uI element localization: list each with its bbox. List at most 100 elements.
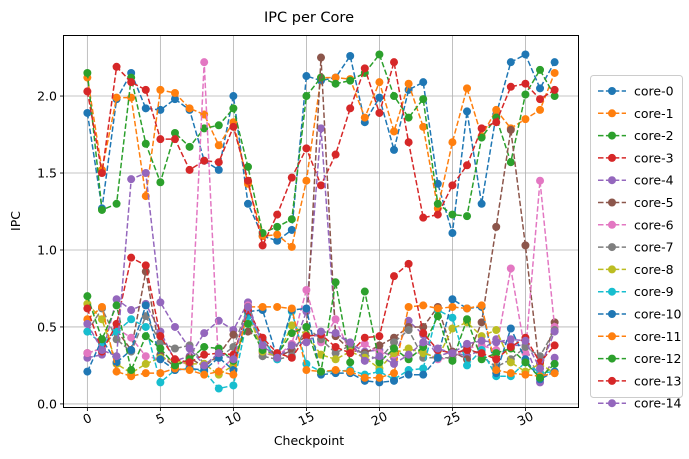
data-point [141, 359, 150, 368]
legend-entry: core-12 [598, 351, 682, 366]
data-point [156, 332, 165, 341]
data-point [302, 176, 311, 185]
data-point [506, 342, 515, 351]
series-core-14 [83, 169, 559, 373]
data-point [331, 315, 340, 324]
data-point [112, 367, 121, 376]
data-point [170, 135, 179, 144]
data-point [346, 104, 355, 113]
data-point [185, 104, 194, 113]
data-point [521, 241, 530, 250]
data-point [214, 384, 223, 393]
data-point [141, 369, 150, 378]
data-point [141, 85, 150, 94]
data-point [258, 341, 267, 350]
data-point [375, 108, 384, 117]
data-point [390, 145, 399, 154]
data-point [170, 128, 179, 137]
legend-marker [608, 153, 616, 162]
legend-entry: core-13 [598, 373, 682, 388]
data-point [331, 349, 340, 358]
y-tick-label: 2.0 [37, 89, 57, 104]
legend-label: core-9 [634, 284, 674, 299]
data-point [419, 95, 428, 104]
data-point [360, 287, 369, 296]
data-point [463, 212, 472, 221]
legend-label: core-1 [634, 106, 674, 121]
data-point [419, 349, 428, 358]
data-point [521, 115, 530, 124]
data-point [536, 364, 545, 373]
data-point [214, 367, 223, 376]
data-point [390, 127, 399, 136]
x-tick-label: 30 [515, 408, 536, 428]
data-point [112, 301, 121, 310]
data-point [243, 302, 252, 311]
data-point [448, 229, 457, 238]
data-point [448, 138, 457, 147]
data-point [170, 344, 179, 353]
data-point [156, 85, 165, 94]
data-point [331, 329, 340, 338]
legend-marker [608, 109, 616, 118]
data-point [536, 105, 545, 114]
data-point [521, 50, 530, 59]
data-point [273, 302, 282, 311]
y-tick-label: 0.5 [37, 319, 57, 334]
data-point [317, 367, 325, 376]
data-point [331, 278, 340, 287]
legend-label: core-6 [634, 217, 674, 232]
data-point [390, 344, 399, 353]
x-axis: 0 5 10 15 20 25 30 [80, 407, 536, 429]
data-point [287, 341, 296, 350]
data-point [521, 79, 530, 88]
data-point [127, 315, 136, 324]
data-point [229, 92, 238, 101]
series-core-3 [83, 58, 559, 250]
data-point [302, 322, 311, 331]
data-point [214, 165, 223, 174]
data-point [287, 242, 296, 251]
data-point [477, 301, 486, 310]
data-point [419, 78, 428, 87]
data-point [506, 369, 515, 378]
legend-marker [608, 131, 616, 140]
data-point [287, 225, 296, 234]
data-point [433, 304, 442, 313]
data-point [287, 353, 296, 362]
x-tick-label: 0 [80, 410, 94, 427]
data-point [97, 169, 106, 178]
data-point [229, 381, 238, 390]
x-tick-label: 10 [223, 408, 244, 428]
data-point [346, 358, 355, 367]
data-point [506, 358, 515, 367]
data-point [550, 341, 559, 350]
data-point [141, 192, 150, 201]
legend-entry: core-0 [598, 84, 674, 99]
data-point [170, 95, 179, 104]
data-point [492, 118, 501, 127]
data-point [477, 349, 486, 358]
data-point [492, 366, 501, 375]
data-point [229, 122, 238, 131]
data-point [200, 329, 209, 338]
data-point [448, 324, 457, 333]
legend-entry: core-5 [598, 195, 674, 210]
data-point [390, 92, 399, 101]
data-point [331, 73, 340, 82]
data-point [156, 135, 165, 144]
chart-title: IPC per Core [264, 10, 354, 26]
data-point [433, 199, 442, 208]
data-point [375, 341, 384, 350]
legend-label: core-7 [634, 240, 674, 255]
data-point [83, 367, 92, 376]
legend-label: core-10 [634, 307, 682, 322]
legend-label: core-4 [634, 173, 674, 188]
data-point [127, 253, 136, 262]
data-point [112, 295, 121, 304]
data-point [127, 306, 136, 315]
data-point [170, 322, 179, 331]
data-point [536, 65, 545, 74]
data-point [127, 333, 136, 342]
data-point [521, 90, 530, 99]
